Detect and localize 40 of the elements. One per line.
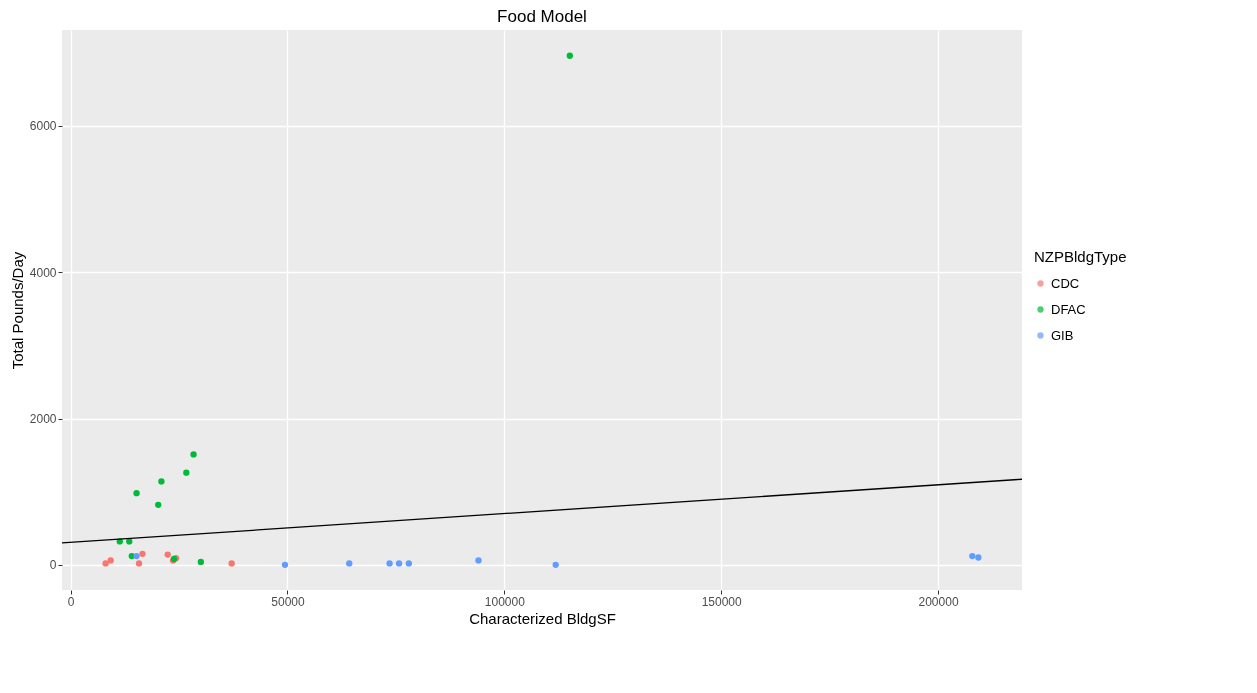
point — [190, 451, 197, 458]
point — [395, 560, 403, 567]
x-axis-title: Characterized BldgSF — [469, 609, 616, 627]
point — [475, 557, 482, 564]
point — [386, 560, 393, 567]
y-tick-label: 4000 — [29, 265, 57, 280]
chart-title: Food Model — [497, 7, 587, 26]
y-tick-label: 6000 — [29, 119, 57, 134]
point — [969, 552, 976, 560]
point — [281, 561, 289, 568]
point — [566, 52, 573, 59]
point — [133, 490, 140, 497]
point — [346, 560, 353, 567]
point — [164, 551, 171, 558]
point — [133, 552, 140, 560]
x-tick-label: 0 — [67, 594, 75, 609]
point — [126, 538, 133, 545]
x-tick-label: 150000 — [701, 594, 743, 609]
point — [405, 560, 412, 567]
y-tick-label: 0 — [49, 558, 57, 573]
point — [139, 550, 146, 558]
point — [197, 558, 204, 566]
legend-label: DFAC — [1051, 301, 1086, 317]
legend-label: GIB — [1051, 327, 1074, 343]
point — [228, 560, 235, 567]
point — [158, 478, 165, 485]
x-tick-label: 100000 — [484, 594, 526, 609]
point — [107, 557, 114, 564]
y-axis-title: Total Pounds/Day — [8, 251, 26, 370]
point — [135, 560, 143, 567]
y-tick-label: 2000 — [29, 412, 57, 427]
x-tick-label: 200000 — [918, 594, 959, 609]
legend-label: CDC — [1051, 275, 1080, 291]
point — [975, 554, 982, 561]
point — [183, 469, 190, 476]
x-tick-label: 50000 — [271, 594, 305, 609]
point — [102, 560, 109, 567]
point — [552, 561, 559, 568]
point — [155, 501, 162, 509]
legend-title: NZPBldgType — [1034, 248, 1127, 265]
